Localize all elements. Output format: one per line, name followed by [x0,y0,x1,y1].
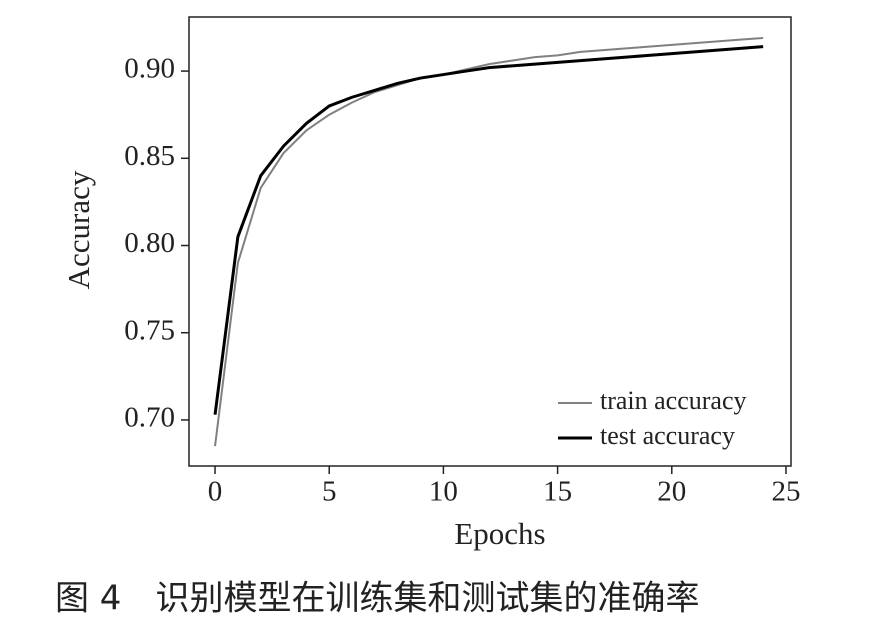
y-tick-label: 0.85 [124,140,175,172]
x-tick-label: 5 [322,476,337,508]
line-series [214,36,764,447]
legend-label: test accuracy [600,421,735,450]
x-tick-label: 0 [208,476,223,508]
legend-label: train accuracy [600,386,747,415]
y-tick-label: 0.80 [124,227,175,259]
line-series [213,45,764,415]
x-tick-label: 20 [657,476,686,508]
x-axis-label: Epochs [454,516,545,551]
x-tick-label: 10 [429,476,458,508]
x-tick-label: 25 [771,476,800,508]
y-axis-label: Accuracy [61,170,96,289]
x-tick-label: 15 [543,476,572,508]
caption: 图 4 识别模型在训练集和测试集的准确率 [55,579,699,619]
plot-frame [188,16,792,467]
y-tick-label: 0.75 [124,314,175,346]
y-tick-label: 0.70 [124,402,175,434]
y-tick-label: 0.90 [124,53,175,85]
